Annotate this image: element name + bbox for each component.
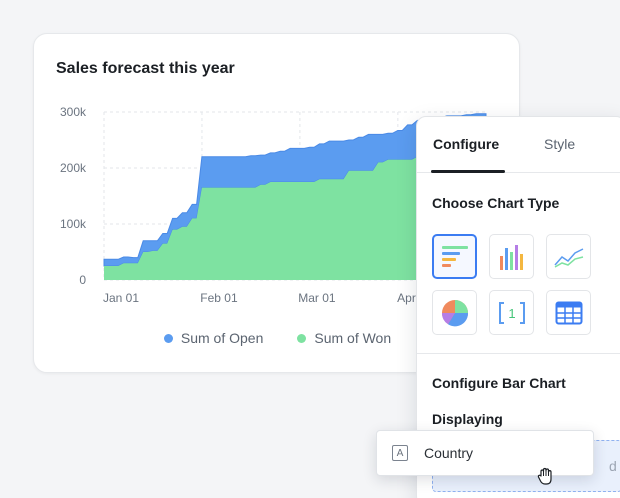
legend-dot-won: [297, 333, 307, 343]
y-tick-label: 100k: [60, 217, 87, 231]
legend-label-open: Sum of Open: [180, 330, 264, 346]
legend-item-open[interactable]: Sum of Open: [163, 330, 264, 346]
chart-type-pie-button[interactable]: [432, 290, 477, 335]
chart-type-column-button[interactable]: [489, 234, 534, 279]
chart-title: Sales forecast this year: [56, 60, 235, 77]
svg-text:1: 1: [508, 306, 515, 321]
active-tab-indicator: [431, 170, 505, 173]
chart-type-line-button[interactable]: [546, 234, 591, 279]
drop-zone-hint: d he: [609, 458, 620, 474]
x-tick-label: Feb 01: [200, 291, 238, 305]
line-chart-icon: [553, 247, 583, 268]
legend-item-won[interactable]: Sum of Won: [297, 330, 391, 346]
chart-legend: Sum of Open Sum of Won: [34, 330, 519, 346]
y-tick-label: 200k: [60, 161, 87, 175]
pie-chart-icon: [441, 299, 468, 326]
dragged-field-chip[interactable]: A Country: [376, 430, 594, 476]
series-area-won: [104, 148, 486, 280]
grab-cursor-icon: [537, 467, 552, 485]
displaying-label: Displaying: [432, 411, 503, 427]
y-tick-label: 0: [79, 273, 86, 287]
chart-type-table-button[interactable]: [546, 290, 591, 335]
x-tick-label: Mar 01: [298, 291, 336, 305]
tab-configure[interactable]: Configure: [433, 136, 500, 152]
legend-dot-open: [163, 333, 173, 343]
number-chart-icon: 1: [498, 301, 525, 324]
column-chart-icon: [499, 244, 523, 270]
panel-divider: [417, 353, 620, 354]
table-chart-icon: [555, 301, 582, 324]
choose-chart-type-title: Choose Chart Type: [432, 195, 560, 211]
x-tick-label: Jan 01: [103, 291, 139, 305]
bar-chart-icon: [441, 245, 468, 267]
y-tick-label: 300k: [60, 105, 87, 119]
panel-tabs: Configure Style: [417, 117, 620, 173]
tab-style[interactable]: Style: [544, 136, 576, 152]
configure-bar-chart-title: Configure Bar Chart: [432, 375, 566, 391]
chart-type-bar-button[interactable]: [432, 234, 477, 279]
legend-label-won: Sum of Won: [314, 330, 392, 346]
chart-type-number-button[interactable]: 1: [489, 290, 534, 335]
text-field-icon: A: [392, 445, 408, 461]
dragged-field-label: Country: [424, 445, 474, 461]
